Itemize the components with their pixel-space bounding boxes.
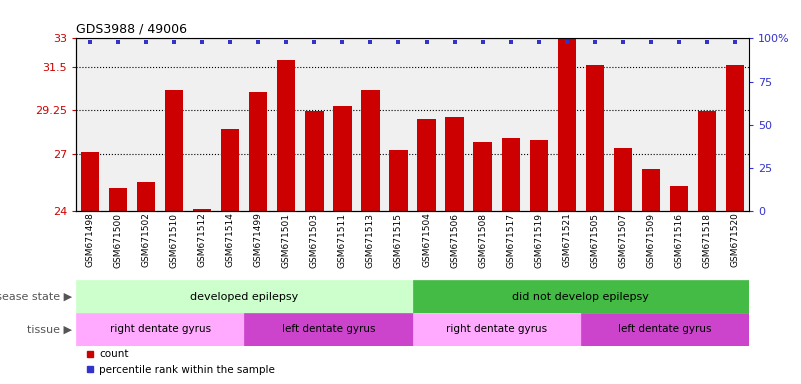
Bar (76, 313, 244, 346)
Text: left dentate gyrus: left dentate gyrus (618, 324, 711, 334)
Bar (81, 152, 99, 211)
Bar (76, 280, 413, 313)
Text: right dentate gyrus: right dentate gyrus (446, 324, 547, 334)
Bar (670, 186, 688, 211)
Text: left dentate gyrus: left dentate gyrus (282, 324, 375, 334)
Bar (501, 138, 520, 211)
Bar (389, 150, 408, 211)
Bar (586, 65, 604, 211)
Text: right dentate gyrus: right dentate gyrus (110, 324, 211, 334)
Bar (137, 182, 155, 211)
Text: tissue ▶: tissue ▶ (27, 324, 72, 334)
Text: GDS3988 / 49006: GDS3988 / 49006 (76, 23, 187, 36)
Text: did not develop epilepsy: did not develop epilepsy (513, 291, 649, 302)
Bar (581, 313, 749, 346)
Bar (614, 148, 632, 211)
Bar (529, 140, 548, 211)
Bar (305, 111, 324, 211)
Bar (109, 188, 127, 211)
Bar (417, 119, 436, 211)
Bar (642, 169, 660, 211)
Bar (413, 280, 749, 313)
Bar (361, 90, 380, 211)
Bar (698, 111, 716, 211)
Text: disease state ▶: disease state ▶ (0, 291, 72, 302)
Legend: count, percentile rank within the sample: count, percentile rank within the sample (82, 345, 279, 379)
Bar (221, 129, 239, 211)
Bar (413, 313, 581, 346)
Bar (333, 106, 352, 211)
Bar (249, 92, 268, 211)
Bar (277, 60, 296, 211)
Bar (473, 142, 492, 211)
Bar (726, 65, 744, 211)
Text: developed epilepsy: developed epilepsy (190, 291, 299, 302)
Bar (557, 38, 576, 211)
Bar (193, 209, 211, 211)
Bar (165, 90, 183, 211)
Bar (244, 313, 413, 346)
Bar (445, 117, 464, 211)
